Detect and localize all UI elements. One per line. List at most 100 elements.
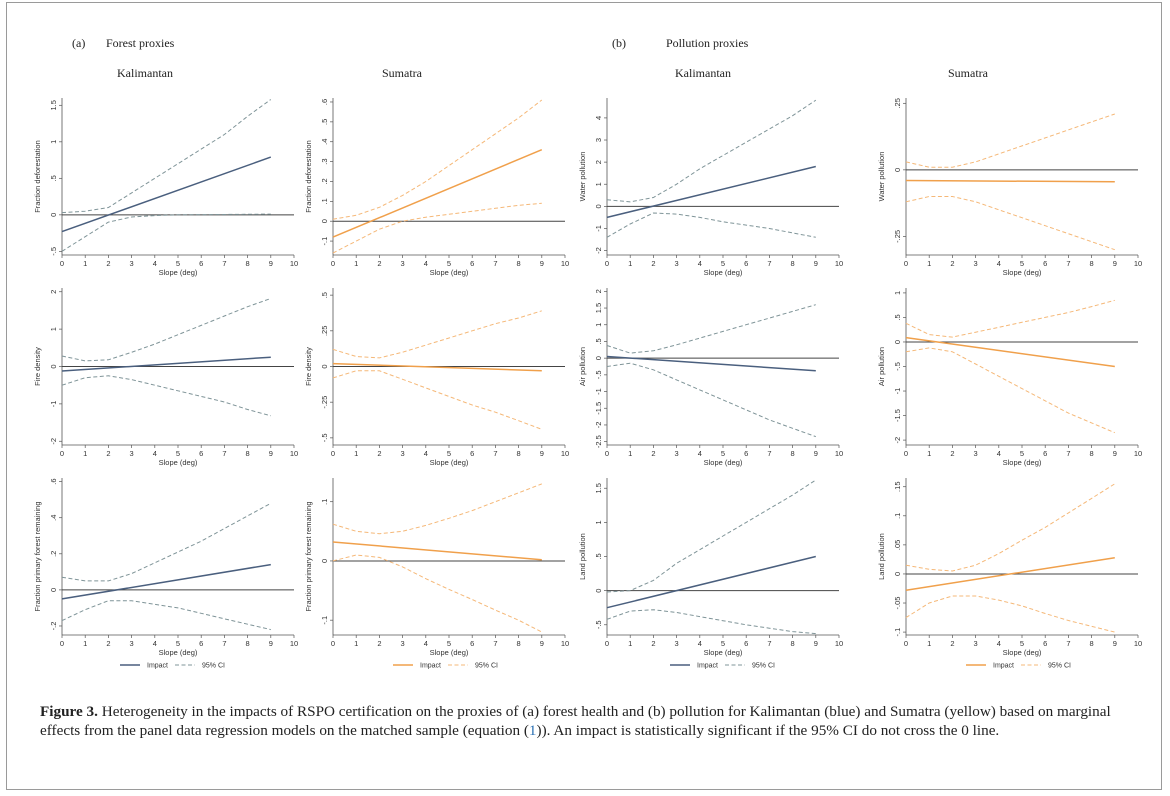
- x-tick-label: 4: [424, 449, 428, 458]
- x-tick-label: 3: [974, 449, 978, 458]
- y-tick-label: 0: [893, 168, 902, 172]
- x-tick-label: 6: [470, 259, 474, 268]
- x-tick-label: 5: [447, 449, 451, 458]
- x-tick-label: 9: [540, 639, 544, 648]
- y-tick-label: 0: [594, 589, 603, 593]
- y-tick-label: -1: [49, 401, 58, 408]
- region-label-sumatra-pollution: Sumatra: [948, 66, 989, 80]
- y-tick-label: 0: [49, 213, 58, 217]
- x-tick-label: 1: [628, 449, 632, 458]
- x-tick-label: 6: [1043, 449, 1047, 458]
- x-tick-label: 2: [651, 259, 655, 268]
- subplot-5: 0 1 2 3 4 5 6 7 8 9 10 Slope (deg) -2 -1 0 1 2 Fire densi…: [33, 288, 298, 467]
- x-tick-label: 6: [470, 449, 474, 458]
- x-tick-label: 1: [927, 639, 931, 648]
- subplot-3: 0 1 2 3 4 5 6 7 8 9 10 Slope (deg) -2 -1 0 1 2 3 4 Water po…: [578, 98, 843, 277]
- y-tick-label: -1.5: [594, 402, 603, 415]
- impact-line: [606, 165, 816, 219]
- x-tick-label: 3: [401, 639, 405, 648]
- x-tick-label: 8: [517, 259, 521, 268]
- legend-impact-label: Impact: [147, 663, 168, 670]
- legend-ci-label: 95% CI: [1048, 663, 1071, 670]
- y-tick-label: .1: [893, 513, 902, 519]
- y-tick-label: 2: [594, 160, 603, 164]
- x-axis-label: Slope (deg): [430, 648, 469, 657]
- x-axis-label: Slope (deg): [159, 268, 198, 277]
- x-tick-label: 5: [1020, 259, 1024, 268]
- x-tick-label: 10: [561, 449, 569, 458]
- y-tick-label: 0: [893, 340, 902, 344]
- x-tick-label: 9: [540, 259, 544, 268]
- legend-impact-label: Impact: [420, 663, 441, 670]
- x-tick-label: 0: [605, 259, 609, 268]
- region-label-kalimantan-forest: Kalimantan: [117, 66, 173, 80]
- x-tick-label: 10: [290, 449, 298, 458]
- ci-lower-line: [61, 600, 271, 631]
- ci-upper-line: [332, 99, 543, 220]
- ci-lower-line: [905, 347, 1115, 434]
- subplot-2: 0 1 2 3 4 5 6 7 8 9 10 Slope (deg) -.1 0 .1 .2 .3 .4 .5 .6 F…: [304, 98, 569, 277]
- x-tick-label: 9: [814, 639, 818, 648]
- x-tick-label: 7: [493, 639, 497, 648]
- panel-b-letter: (b): [612, 36, 626, 50]
- y-tick-label: 1.5: [49, 100, 58, 110]
- y-tick-label: -2: [49, 438, 58, 445]
- x-tick-label: 0: [904, 259, 908, 268]
- x-axis-label: Slope (deg): [704, 648, 743, 657]
- y-tick-label: .05: [893, 540, 902, 550]
- x-tick-label: 3: [974, 259, 978, 268]
- y-tick-label: 0: [320, 559, 329, 563]
- x-tick-label: 8: [246, 259, 250, 268]
- x-tick-label: 1: [354, 259, 358, 268]
- x-axis-label: Slope (deg): [159, 648, 198, 657]
- x-tick-label: 5: [1020, 639, 1024, 648]
- y-tick-label: 4: [594, 116, 603, 120]
- x-tick-label: 1: [83, 449, 87, 458]
- caption-equation-link[interactable]: 1: [528, 722, 537, 739]
- x-tick-label: 9: [1113, 449, 1117, 458]
- y-tick-label: .6: [320, 99, 329, 105]
- legend-impact-label: Impact: [993, 663, 1014, 670]
- x-tick-label: 0: [60, 449, 64, 458]
- y-tick-label: .25: [320, 326, 329, 336]
- y-tick-label: -.1: [893, 628, 902, 637]
- y-axis-label: Fraction deforestation: [33, 140, 42, 213]
- impact-line: [905, 179, 1115, 183]
- x-tick-label: 2: [651, 449, 655, 458]
- x-tick-label: 7: [1066, 639, 1070, 648]
- legend-sumatra: Impact 95% CI: [393, 663, 498, 670]
- subplot-6: 0 1 2 3 4 5 6 7 8 9 10 Slope (deg) -.5 -.25 0 .25 .5 Fire…: [304, 288, 569, 467]
- x-tick-label: 8: [791, 449, 795, 458]
- x-tick-label: 4: [698, 449, 702, 458]
- y-tick-label: -.25: [320, 396, 329, 409]
- x-tick-label: 2: [651, 639, 655, 648]
- y-axis-label: Land pollution: [877, 533, 886, 580]
- y-tick-label: 2: [49, 290, 58, 294]
- x-tick-label: 6: [744, 259, 748, 268]
- x-axis-label: Slope (deg): [1003, 458, 1042, 467]
- y-tick-label: .3: [320, 158, 329, 164]
- x-tick-label: 1: [83, 639, 87, 648]
- y-tick-label: .15: [893, 482, 902, 492]
- ci-lower-line: [905, 595, 1115, 633]
- x-tick-label: 5: [721, 639, 725, 648]
- x-tick-label: 6: [744, 449, 748, 458]
- y-tick-label: 0: [320, 219, 329, 223]
- caption-label: Figure 3.: [40, 703, 98, 720]
- x-tick-label: 7: [493, 259, 497, 268]
- ci-upper-line: [905, 299, 1115, 338]
- legend-ci-label: 95% CI: [475, 663, 498, 670]
- x-tick-label: 2: [377, 259, 381, 268]
- x-axis-label: Slope (deg): [430, 458, 469, 467]
- x-tick-label: 0: [331, 449, 335, 458]
- figure-frame: [6, 2, 1162, 790]
- y-tick-label: 0: [49, 364, 58, 368]
- y-tick-label: -1.5: [893, 409, 902, 422]
- legend-kalimantan: Impact 95% CI: [670, 663, 775, 670]
- y-axis-label: Fraction primary forest remaining: [33, 501, 42, 611]
- x-tick-label: 1: [628, 259, 632, 268]
- x-tick-label: 2: [950, 259, 954, 268]
